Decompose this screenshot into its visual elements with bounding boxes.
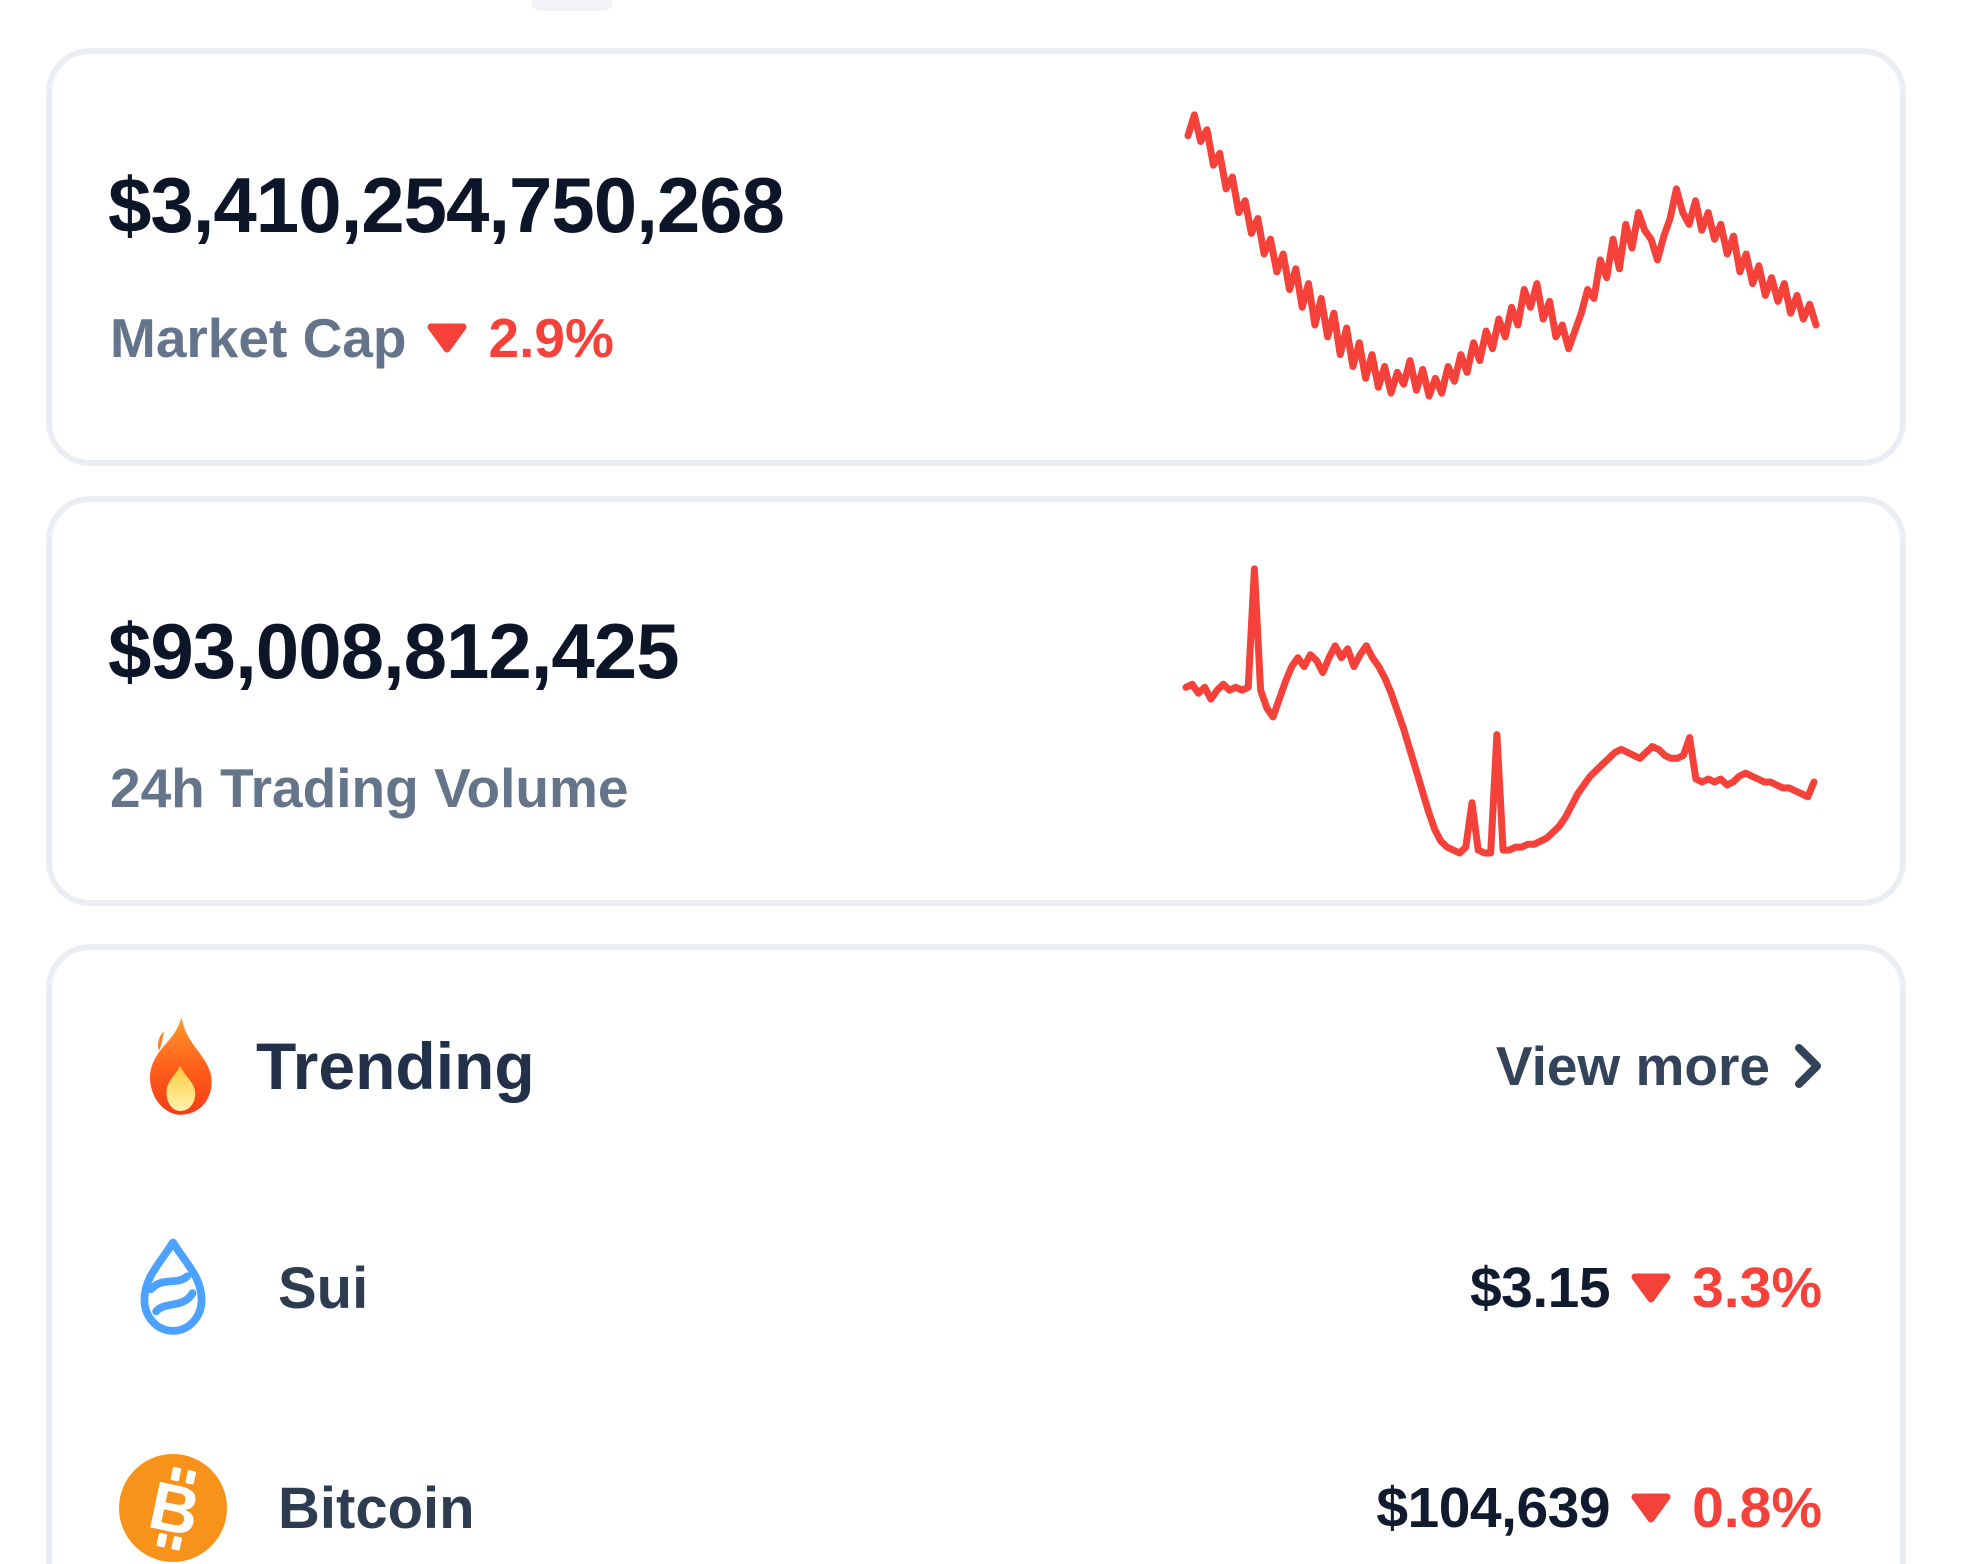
sui-icon — [118, 1233, 228, 1343]
down-arrow-icon — [1631, 1273, 1671, 1303]
down-arrow-icon — [1631, 1493, 1671, 1523]
trading-volume-value: $93,008,812,425 — [108, 607, 680, 695]
coin-name: Sui — [278, 1255, 369, 1321]
coin-price: $104,639 — [1376, 1476, 1611, 1540]
chevron-right-icon — [1795, 1044, 1821, 1088]
trending-header: Trending View more — [52, 1016, 1900, 1116]
coin-change: 0.8% — [1692, 1476, 1822, 1540]
trending-row-bitcoin[interactable]: B Bitcoin $104,639 0.8% — [52, 1450, 1900, 1564]
down-arrow-icon — [427, 323, 467, 353]
market-cap-label-row: Market Cap 2.9% — [110, 306, 614, 370]
coin-price: $3.15 — [1469, 1256, 1611, 1320]
view-more-button[interactable]: View more — [1496, 1034, 1822, 1098]
market-cap-label: Market Cap — [110, 307, 407, 369]
coin-name: Bitcoin — [278, 1475, 475, 1541]
trending-card: Trending View more Sui $3.15 3.3% — [46, 944, 1906, 1564]
market-cap-change: 2.9% — [488, 307, 614, 369]
trading-volume-label: 24h Trading Volume — [110, 757, 629, 819]
coin-change: 3.3% — [1692, 1256, 1822, 1320]
flame-icon — [150, 1017, 212, 1115]
trending-title: Trending — [256, 1029, 535, 1103]
market-cap-value: $3,410,254,750,268 — [108, 161, 785, 249]
coin-price-group: $104,639 0.8% — [1376, 1475, 1822, 1541]
market-cap-sparkline — [1184, 111, 1820, 400]
trending-row-sui[interactable]: Sui $3.15 3.3% — [52, 1230, 1900, 1346]
bitcoin-icon: B — [118, 1453, 228, 1563]
view-more-label: View more — [1495, 1035, 1770, 1097]
volume-sparkline — [1182, 565, 1818, 857]
top-edge-fragment — [532, 0, 612, 11]
trading-volume-label-row: 24h Trading Volume — [110, 756, 629, 820]
market-cap-card[interactable]: $3,410,254,750,268 Market Cap 2.9% — [46, 48, 1906, 466]
coin-price-group: $3.15 3.3% — [1470, 1255, 1822, 1321]
trading-volume-card[interactable]: $93,008,812,425 24h Trading Volume — [46, 496, 1906, 906]
